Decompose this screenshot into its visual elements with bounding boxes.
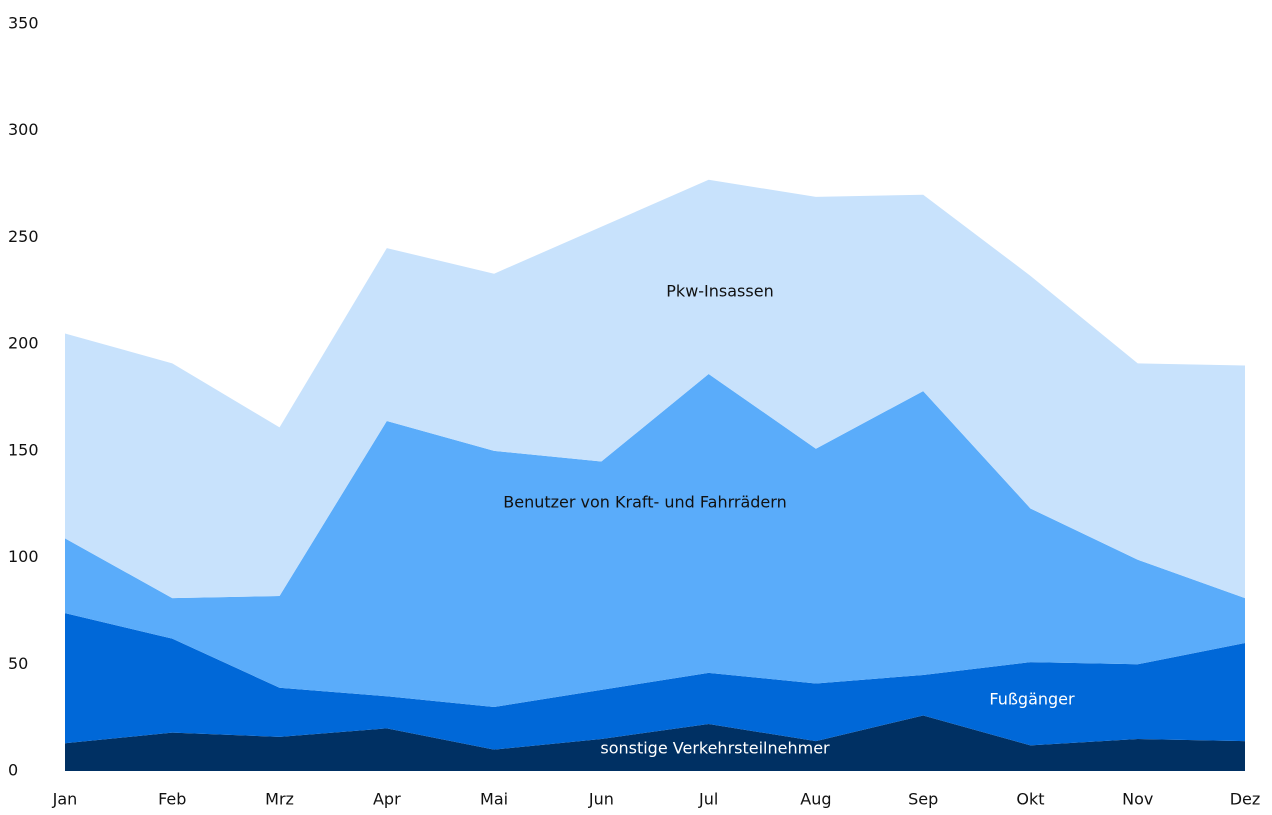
y-tick-label: 350 bbox=[8, 14, 39, 33]
x-tick-label: Jan bbox=[52, 790, 78, 809]
y-tick-label: 0 bbox=[8, 761, 18, 780]
area bbox=[65, 715, 1245, 771]
y-tick-label: 200 bbox=[8, 334, 39, 353]
series-label: Fußgänger bbox=[989, 690, 1075, 709]
series-label: Pkw-Insassen bbox=[666, 282, 773, 301]
x-tick-label: Nov bbox=[1122, 790, 1153, 809]
x-tick-label: Okt bbox=[1016, 790, 1044, 809]
x-tick-label: Feb bbox=[158, 790, 186, 809]
area bbox=[65, 374, 1245, 707]
series-label: sonstige Verkehrsteilnehmer bbox=[600, 739, 830, 758]
x-tick-label: Aug bbox=[800, 790, 831, 809]
x-tick-label: Mai bbox=[480, 790, 508, 809]
y-tick-label: 50 bbox=[8, 654, 28, 673]
y-tick-label: 250 bbox=[8, 227, 39, 246]
y-tick-label: 150 bbox=[8, 440, 39, 459]
x-tick-label: Apr bbox=[373, 790, 401, 809]
area bbox=[65, 613, 1245, 750]
y-tick-label: 100 bbox=[8, 547, 39, 566]
x-tick-label: Mrz bbox=[265, 790, 294, 809]
area bbox=[65, 179, 1245, 599]
x-tick-label: Dez bbox=[1230, 790, 1261, 809]
y-tick-label: 300 bbox=[8, 120, 39, 139]
x-tick-label: Jul bbox=[698, 790, 718, 809]
series-label: Benutzer von Kraft- und Fahrrädern bbox=[503, 493, 786, 512]
x-tick-label: Jun bbox=[588, 790, 614, 809]
x-tick-label: Sep bbox=[908, 790, 938, 809]
